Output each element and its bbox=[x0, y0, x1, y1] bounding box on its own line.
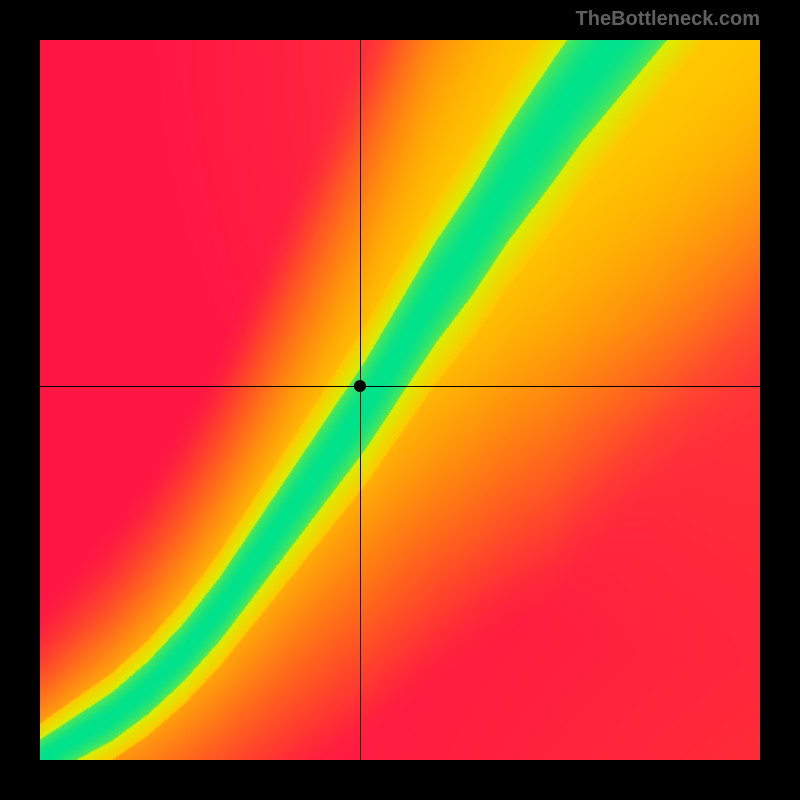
crosshair-horizontal bbox=[40, 386, 760, 387]
plot-area bbox=[40, 40, 760, 760]
heatmap-canvas bbox=[40, 40, 760, 760]
selection-marker[interactable] bbox=[354, 380, 366, 392]
watermark-text: TheBottleneck.com bbox=[576, 8, 760, 31]
crosshair-vertical bbox=[360, 40, 361, 760]
